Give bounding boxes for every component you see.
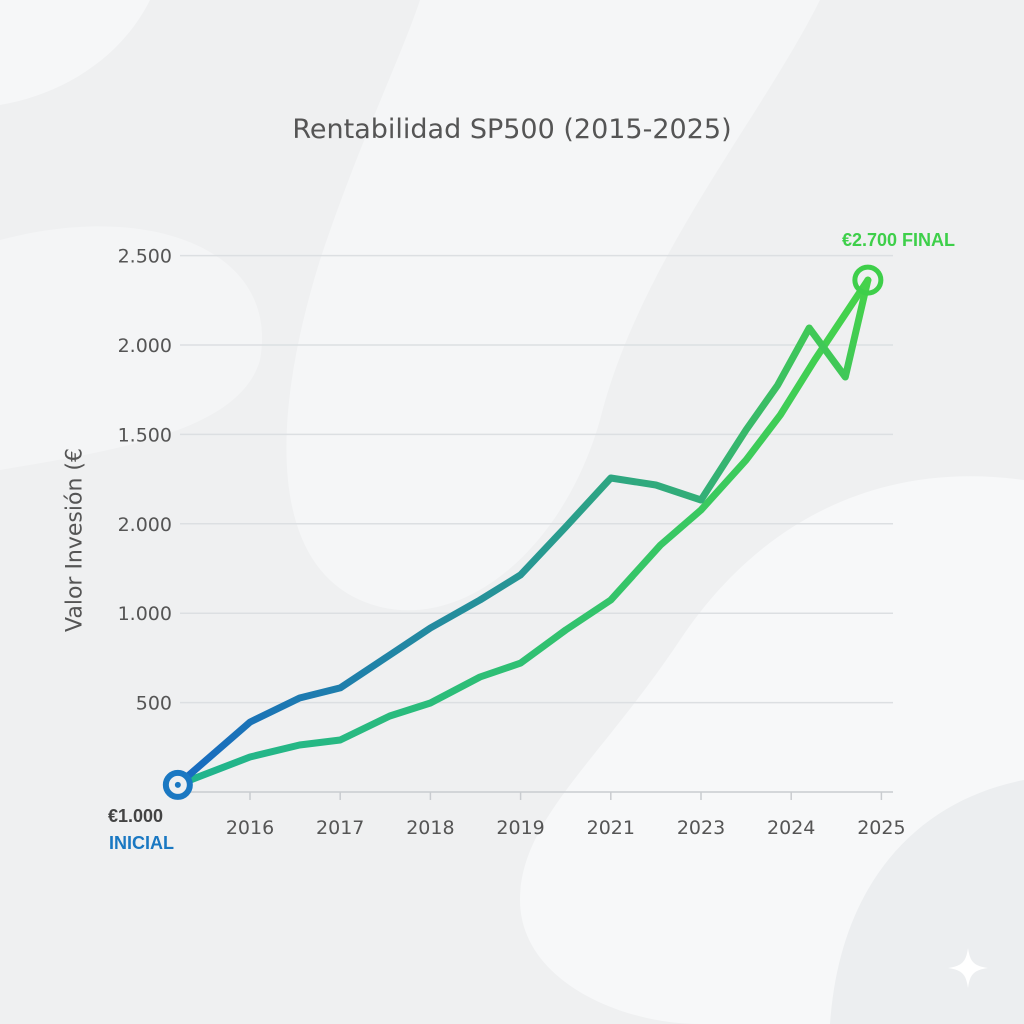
- start-marker-dot: [174, 781, 181, 788]
- sparkle-icon: [948, 948, 988, 988]
- series-0: [174, 276, 872, 789]
- series-1: [174, 276, 872, 789]
- x-tick-label: 2025: [857, 817, 905, 839]
- y-tick-label: 1.500: [118, 424, 172, 446]
- x-tick-label: 2016: [226, 817, 274, 839]
- y-tick-label: 2.000: [118, 514, 172, 536]
- series-line: [174, 276, 872, 789]
- y-tick-label: 2.500: [118, 246, 172, 268]
- x-tick-label: 2024: [767, 817, 815, 839]
- x-tick-label: 2023: [677, 817, 725, 839]
- chart-title: Rentabilidad SP500 (2015-2025): [292, 114, 732, 145]
- y-tick-label: 2.000: [118, 335, 172, 357]
- y-tick-label: 500: [136, 693, 172, 715]
- x-tick-label: 2017: [316, 817, 364, 839]
- start-value-label: €1.000: [108, 806, 164, 826]
- x-tick-label: 2019: [496, 817, 544, 839]
- start-label: INICIAL: [109, 833, 174, 853]
- end-marker: [852, 264, 884, 296]
- x-tick-label: 2018: [406, 817, 454, 839]
- y-tick-label: 1.000: [118, 603, 172, 625]
- end-label: €2.700 FINAL: [842, 230, 956, 250]
- x-tick-label: 2021: [587, 817, 635, 839]
- series-line: [174, 276, 872, 789]
